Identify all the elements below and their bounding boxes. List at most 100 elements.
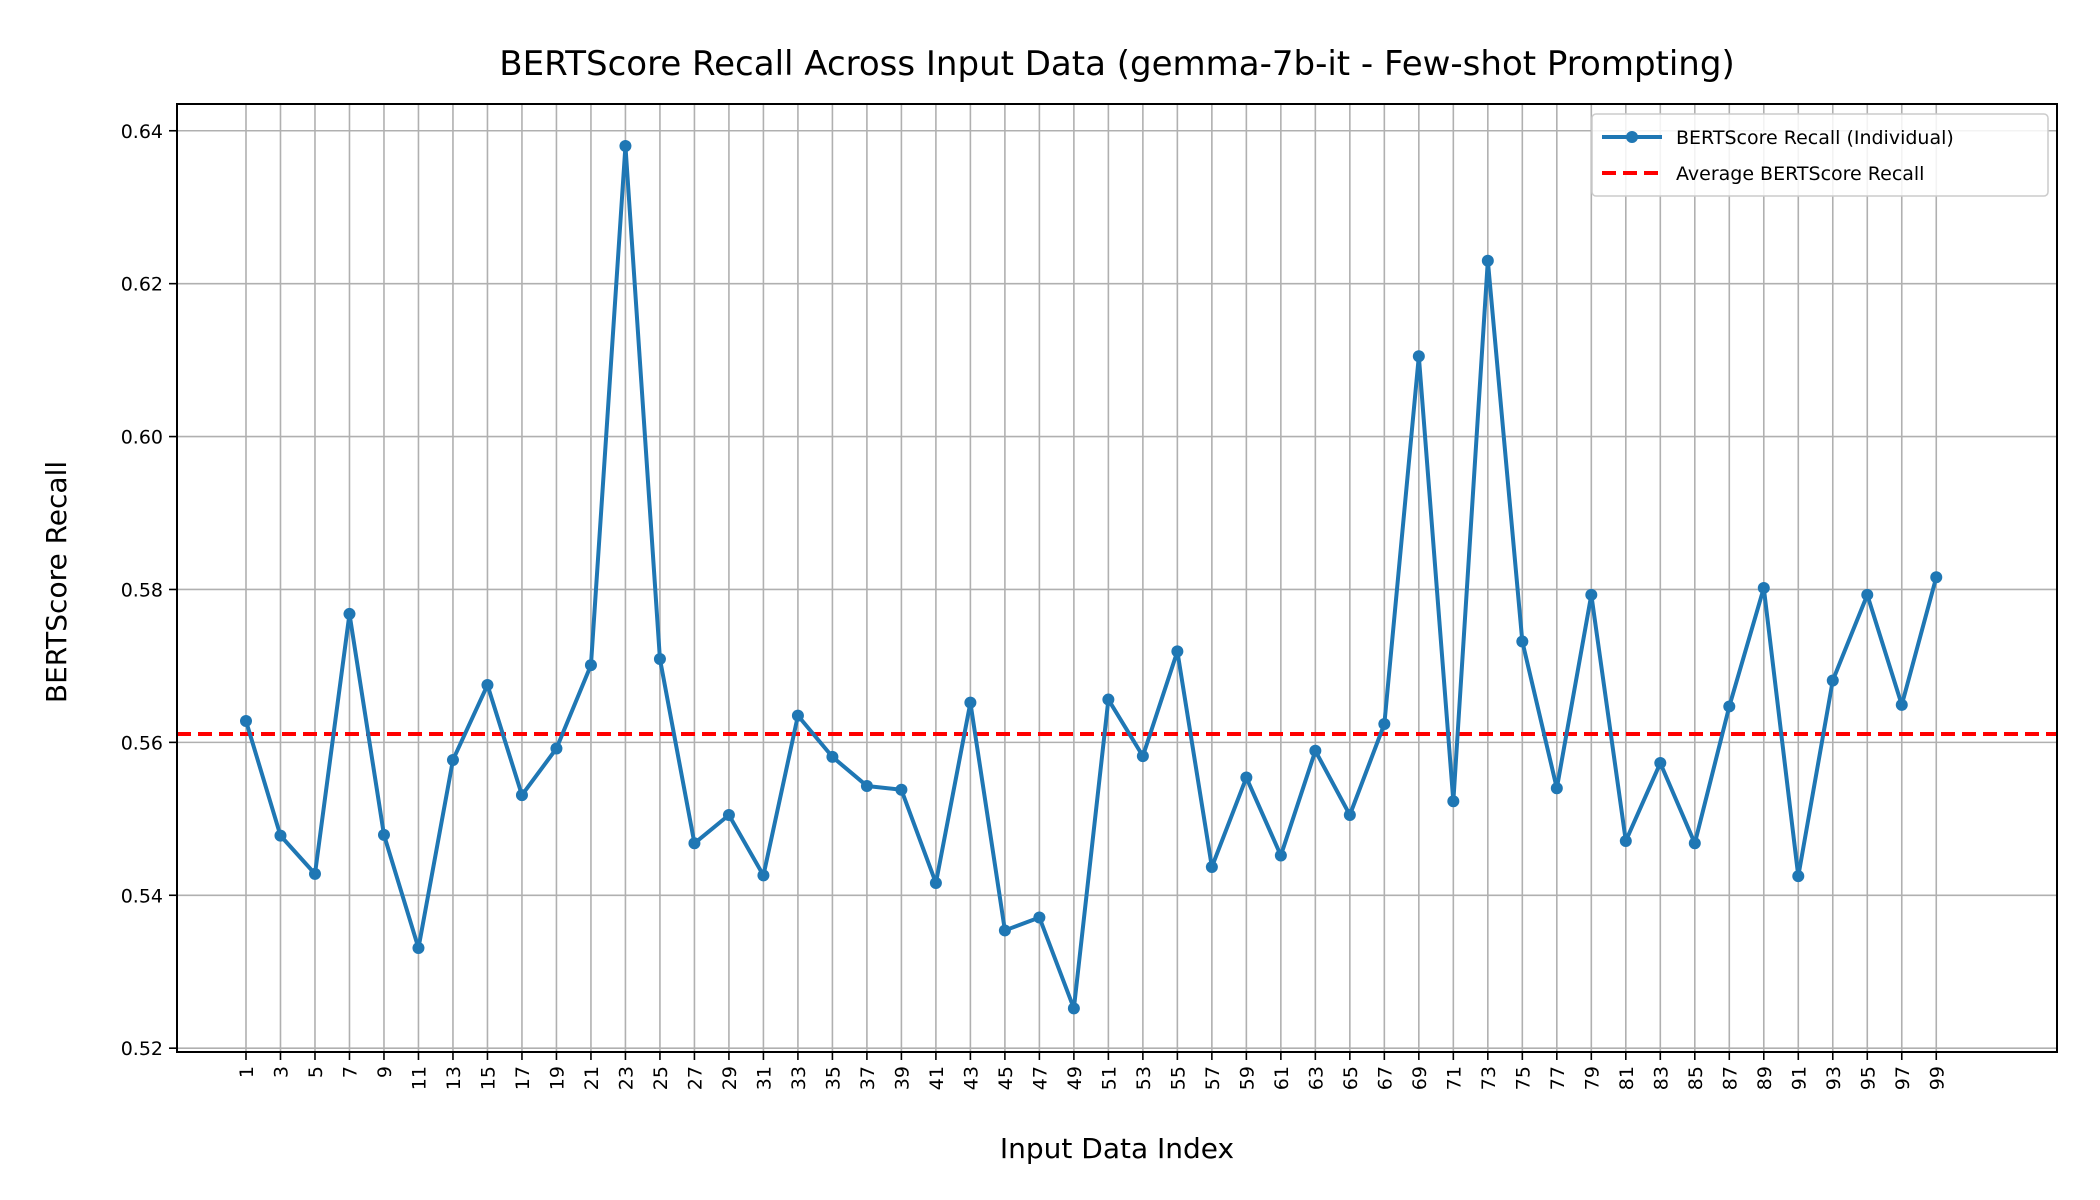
x-tick-label: 25 [650,1066,672,1090]
data-point [584,659,597,672]
legend-label-individual: BERTScore Recall (Individual) [1676,127,1954,149]
x-tick-label: 63 [1305,1066,1327,1090]
x-tick-label: 21 [581,1066,603,1090]
x-tick-label: 71 [1443,1066,1465,1090]
data-point [1378,718,1391,731]
data-point [757,869,770,882]
data-point [1688,837,1701,850]
x-tick-label: 43 [960,1066,982,1090]
data-point [1481,254,1494,267]
data-point [1412,350,1425,363]
data-point [308,867,321,880]
data-point [1274,849,1287,862]
plot-frame [176,103,2058,1053]
x-tick-label: 65 [1340,1066,1362,1090]
x-tick-label: 81 [1616,1066,1638,1090]
data-point [1723,700,1736,713]
x-tick-label: 55 [1167,1066,1189,1090]
data-point [895,783,908,796]
y-tick-label: 0.60 [121,427,163,449]
data-point [1343,809,1356,821]
x-tick-label: 39 [891,1066,913,1090]
x-tick-label: 69 [1409,1066,1431,1090]
data-point [1861,588,1874,601]
x-tick-label: 7 [339,1066,361,1078]
x-tick-label: 97 [1892,1066,1914,1090]
data-point [722,809,735,821]
x-tick-label: 85 [1685,1066,1707,1090]
data-point [1895,698,1908,711]
series-layer [239,140,1943,1015]
data-point [1550,782,1563,795]
data-point [239,714,252,727]
x-tick-label: 35 [822,1066,844,1090]
x-tick-label: 99 [1926,1066,1948,1090]
x-tick-label: 49 [1064,1066,1086,1090]
x-tick-label: 83 [1650,1066,1672,1090]
y-axis-label: BERTScore Recall [40,461,73,703]
data-point [343,607,356,620]
data-point [964,696,977,709]
axis-ticks: 1 3 5 7 9 11 13 15 17 19 21 23 25 27 29 31 33 35 37 39 41 43 4… [121,121,1949,1090]
data-point [1447,795,1460,808]
data-point [1205,860,1218,873]
data-point [515,789,528,802]
x-tick-label: 77 [1547,1066,1569,1090]
grid-lines [177,104,2057,1052]
x-tick-label: 13 [443,1066,465,1090]
data-point [653,653,666,666]
x-tick-label: 51 [1098,1066,1120,1090]
data-point [688,837,701,850]
x-tick-label: 89 [1754,1066,1776,1090]
x-tick-label: 73 [1478,1066,1500,1090]
x-tick-label: 17 [512,1066,534,1090]
data-point [1240,771,1253,784]
x-tick-label: 19 [546,1066,568,1090]
x-tick-label: 41 [926,1066,948,1090]
legend-label-average: Average BERTScore Recall [1676,163,1924,185]
data-point [446,753,459,766]
x-tick-label: 5 [305,1066,327,1078]
legend-series-marker-individual [1626,131,1638,143]
x-tick-label: 59 [1236,1066,1258,1090]
legend: BERTScore Recall (Individual) Average BE… [1591,113,2049,197]
y-tick-label: 0.52 [121,1038,163,1060]
data-point [1757,581,1770,594]
data-point [929,877,942,890]
data-point [1516,635,1529,648]
x-tick-label: 31 [753,1066,775,1090]
x-tick-label: 45 [995,1066,1017,1090]
legend-box [1591,113,2049,197]
x-tick-label: 53 [1133,1066,1155,1090]
x-tick-label: 95 [1857,1066,1879,1090]
data-point [619,140,632,153]
x-tick-label: 11 [408,1066,430,1090]
x-tick-label: 87 [1719,1066,1741,1090]
y-tick-label: 0.62 [121,274,163,296]
series-line-individual [244,144,1939,1011]
x-tick-label: 93 [1823,1066,1845,1090]
data-point [481,679,494,692]
data-point [1102,693,1115,706]
x-tick-label: 23 [615,1066,637,1090]
x-tick-label: 79 [1581,1066,1603,1090]
x-tick-label: 15 [477,1066,499,1090]
data-point [1826,674,1839,687]
x-tick-label: 1 [236,1066,258,1078]
data-point [1654,757,1667,770]
data-point [1585,588,1598,601]
data-point [1930,571,1943,584]
x-tick-label: 47 [1029,1066,1051,1090]
x-tick-label: 9 [374,1066,396,1078]
y-tick-label: 0.56 [121,732,163,754]
y-tick-label: 0.58 [121,579,163,601]
x-tick-label: 75 [1512,1066,1534,1090]
data-point [826,750,839,763]
data-point [412,942,425,955]
data-point [1033,911,1046,924]
x-tick-label: 67 [1374,1066,1396,1090]
data-point [377,828,390,841]
x-tick-label: 27 [684,1066,706,1090]
